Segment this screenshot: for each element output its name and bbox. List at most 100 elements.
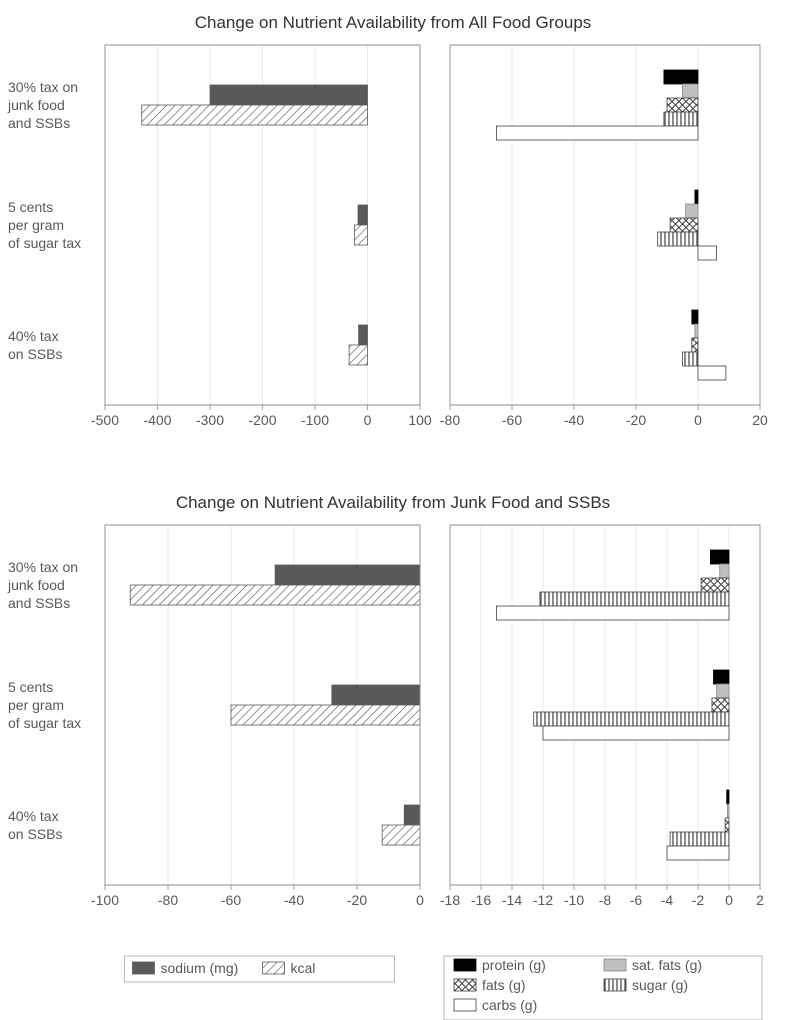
tick-label: -6 bbox=[630, 892, 643, 908]
tick-label: -40 bbox=[564, 412, 584, 428]
category-label: on SSBs bbox=[8, 346, 62, 362]
tick-label: -40 bbox=[284, 892, 304, 908]
kcal-bar bbox=[382, 825, 420, 845]
legend-left: sodium (mg) kcal bbox=[125, 956, 395, 982]
tick-label: -4 bbox=[661, 892, 674, 908]
category-label: 5 cents bbox=[8, 199, 53, 215]
section-title: Change on Nutrient Availability from All… bbox=[195, 13, 592, 32]
category-label: of sugar tax bbox=[8, 715, 81, 731]
satfats-bar bbox=[727, 804, 729, 818]
category-label: of sugar tax bbox=[8, 235, 81, 251]
protein-bar bbox=[695, 190, 698, 204]
tick-label: -2 bbox=[692, 892, 705, 908]
satfats-bar bbox=[720, 564, 729, 578]
category-label: per gram bbox=[8, 217, 64, 233]
category-label: per gram bbox=[8, 697, 64, 713]
carbs-bar bbox=[497, 606, 730, 620]
fats-bar bbox=[725, 818, 729, 832]
sodium-bar bbox=[359, 325, 368, 345]
tick-label: -14 bbox=[502, 892, 522, 908]
category-label: junk food bbox=[7, 577, 65, 593]
tick-label: -60 bbox=[221, 892, 241, 908]
legend-swatch-fats bbox=[454, 979, 476, 991]
category-label: and SSBs bbox=[8, 115, 70, 131]
category-label: 30% tax on bbox=[8, 559, 78, 575]
category-label: on SSBs bbox=[8, 826, 62, 842]
legend-label: fats (g) bbox=[482, 977, 526, 993]
kcal-bar bbox=[142, 105, 368, 125]
tick-label: -100 bbox=[301, 412, 329, 428]
sodium-bar bbox=[332, 685, 420, 705]
fats-bar bbox=[670, 218, 698, 232]
tick-label: 0 bbox=[725, 892, 733, 908]
tick-label: -20 bbox=[626, 412, 646, 428]
legend-right: protein (g)sat. fats (g)fats (g)sugar (g… bbox=[444, 956, 762, 1020]
tick-label: -20 bbox=[347, 892, 367, 908]
sugar-bar bbox=[683, 352, 699, 366]
kcal-bar bbox=[354, 225, 367, 245]
section-0: Change on Nutrient Availability from All… bbox=[7, 13, 768, 428]
tick-label: -80 bbox=[440, 412, 460, 428]
fats-bar bbox=[712, 698, 729, 712]
carbs-bar bbox=[667, 846, 729, 860]
satfats-bar bbox=[695, 324, 698, 338]
sodium-bar bbox=[404, 805, 420, 825]
sodium-bar bbox=[210, 85, 368, 105]
legend-label: carbs (g) bbox=[482, 997, 537, 1013]
tick-label: -18 bbox=[440, 892, 460, 908]
tick-label: -500 bbox=[91, 412, 119, 428]
tick-label: -60 bbox=[502, 412, 522, 428]
tick-label: -8 bbox=[599, 892, 612, 908]
category-label: 40% tax bbox=[8, 808, 59, 824]
legend-swatch-sugar bbox=[604, 979, 626, 991]
tick-label: 0 bbox=[416, 892, 424, 908]
category-label: and SSBs bbox=[8, 595, 70, 611]
legend-label: sodium (mg) bbox=[161, 960, 239, 976]
plot-border bbox=[450, 45, 760, 405]
legend-label: kcal bbox=[291, 960, 316, 976]
section-1: Change on Nutrient Availability from Jun… bbox=[7, 493, 764, 908]
fats-bar bbox=[692, 338, 698, 352]
protein-bar bbox=[664, 70, 698, 84]
section-title: Change on Nutrient Availability from Jun… bbox=[176, 493, 610, 512]
tick-label: 20 bbox=[752, 412, 768, 428]
sugar-bar bbox=[670, 832, 729, 846]
kcal-bar bbox=[130, 585, 420, 605]
kcal-bar bbox=[349, 345, 367, 365]
legend-swatch-sodium bbox=[133, 962, 155, 974]
sodium-bar bbox=[275, 565, 420, 585]
sugar-bar bbox=[658, 232, 698, 246]
tick-label: -200 bbox=[248, 412, 276, 428]
sodium-bar bbox=[358, 205, 367, 225]
satfats-bar bbox=[686, 204, 698, 218]
fats-bar bbox=[701, 578, 729, 592]
protein-bar bbox=[710, 550, 729, 564]
protein-bar bbox=[714, 670, 730, 684]
tick-label: 0 bbox=[694, 412, 702, 428]
tick-label: 2 bbox=[756, 892, 764, 908]
tick-label: -10 bbox=[564, 892, 584, 908]
category-label: junk food bbox=[7, 97, 65, 113]
tick-label: 0 bbox=[364, 412, 372, 428]
legend-swatch-protein bbox=[454, 959, 476, 971]
carbs-bar bbox=[698, 366, 726, 380]
protein-bar bbox=[692, 310, 698, 324]
sugar-bar bbox=[540, 592, 729, 606]
tick-label: 100 bbox=[408, 412, 432, 428]
legend-swatch-satfats bbox=[604, 959, 626, 971]
carbs-bar bbox=[497, 126, 699, 140]
satfats-bar bbox=[683, 84, 699, 98]
legend-swatch-carbs bbox=[454, 999, 476, 1011]
sugar-bar bbox=[664, 112, 698, 126]
tick-label: -80 bbox=[158, 892, 178, 908]
category-label: 5 cents bbox=[8, 679, 53, 695]
legend-label: sugar (g) bbox=[632, 977, 688, 993]
satfats-bar bbox=[717, 684, 729, 698]
carbs-bar bbox=[543, 726, 729, 740]
legend-swatch-kcal bbox=[263, 962, 285, 974]
fats-bar bbox=[667, 98, 698, 112]
sugar-bar bbox=[534, 712, 729, 726]
nutrient-charts-svg: Change on Nutrient Availability from All… bbox=[0, 0, 786, 1020]
plot-border-top bbox=[450, 45, 760, 405]
tick-label: -100 bbox=[91, 892, 119, 908]
